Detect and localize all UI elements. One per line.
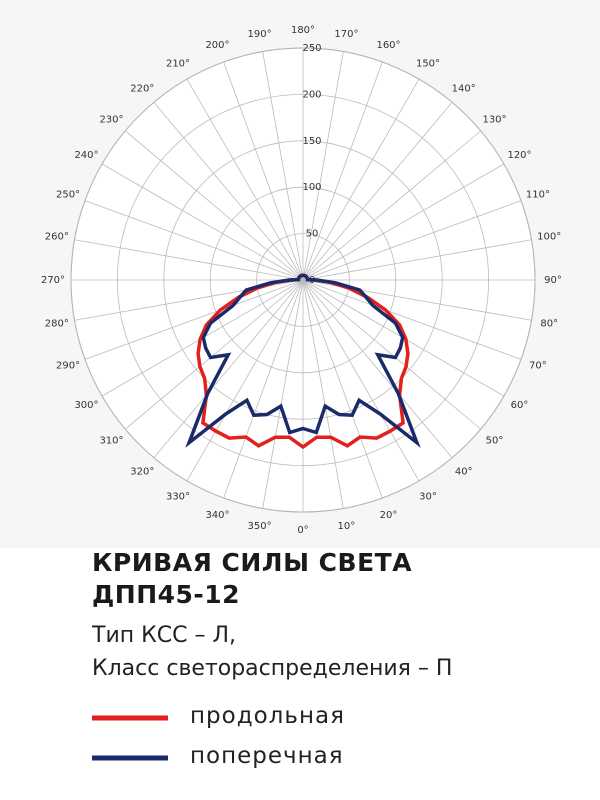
grid-spoke: [262, 51, 304, 281]
title-line: КРИВАЯ СИЛЫ СВЕТА: [92, 548, 413, 577]
grid-spoke: [84, 279, 304, 360]
r-tick-label: 150: [302, 136, 321, 147]
angle-label: 100°: [537, 232, 561, 243]
chart: 0° 10° 20° 30° 40° 50° 60° 70° 80° 90° 100° 110° 120…: [40, 25, 562, 536]
angle-label: 300°: [74, 400, 98, 411]
legend-swatches: [92, 715, 168, 761]
grid-spoke: [125, 130, 304, 281]
grid-spoke: [223, 279, 304, 499]
grid-spoke: [223, 61, 304, 281]
legend-label: продольная: [190, 703, 345, 729]
angle-label: 230°: [99, 114, 123, 125]
angle-label: 290°: [56, 361, 80, 372]
angle-label: 220°: [130, 83, 154, 94]
angle-label: 50°: [486, 436, 504, 447]
angle-label: 330°: [166, 492, 190, 503]
grid-spoke: [302, 279, 453, 458]
legend-label: поперечная: [190, 743, 344, 769]
grid-spoke: [125, 279, 304, 430]
angle-label: 200°: [205, 40, 229, 51]
angle-label: 190°: [248, 29, 272, 40]
grid-spoke: [153, 279, 304, 458]
grid-spoke: [302, 279, 522, 360]
subtitle-line: Тип КСС – Л,: [92, 623, 236, 648]
grid-spoke: [262, 279, 304, 509]
grid-spoke: [302, 279, 383, 499]
r-tick-label: 200: [302, 89, 321, 100]
grid-spoke: [74, 239, 304, 281]
angle-label: 180°: [291, 25, 315, 36]
grid-spoke: [302, 61, 383, 281]
grid-spoke: [302, 239, 532, 281]
angle-label: 30°: [419, 492, 437, 503]
angle-label: 90°: [544, 275, 562, 286]
angle-label: 250°: [56, 189, 80, 200]
angle-label: 260°: [45, 232, 69, 243]
angle-label: 70°: [529, 361, 547, 372]
angle-label: 10°: [338, 521, 356, 532]
angle-label: 210°: [166, 58, 190, 69]
grid-spoke: [302, 279, 481, 430]
grid-spoke: [186, 78, 304, 281]
angle-label: 270°: [41, 275, 65, 286]
grid-spoke: [186, 279, 304, 482]
grid-spoke: [302, 130, 481, 281]
angle-label: 280°: [45, 318, 69, 329]
angle-label: 170°: [334, 29, 358, 40]
grid-spoke: [153, 102, 304, 281]
angle-label: 150°: [416, 58, 440, 69]
grid-spoke: [302, 163, 505, 281]
angle-label: 310°: [99, 436, 123, 447]
grid-spoke: [302, 51, 344, 281]
r-tick-label: 50: [306, 229, 319, 240]
angle-label: 20°: [380, 510, 398, 521]
angle-label: 140°: [452, 83, 476, 94]
angle-label: 160°: [376, 40, 400, 51]
angle-label: 40°: [455, 467, 473, 478]
grid-spoke: [302, 102, 453, 281]
subtitle-line: Класс светораспределения – П: [92, 656, 453, 681]
angle-label: 350°: [248, 521, 272, 532]
angle-label: 80°: [540, 318, 558, 329]
grid-spoke: [84, 200, 304, 281]
angle-label: 130°: [482, 114, 506, 125]
r-tick-label: 100: [302, 182, 321, 193]
grid-spoke: [302, 200, 522, 281]
angle-label: 340°: [205, 510, 229, 521]
grid-spoke: [302, 279, 344, 509]
grid-spoke: [302, 78, 420, 281]
angle-label: 240°: [74, 150, 98, 161]
r-tick-label: 250: [302, 43, 321, 54]
angle-label: 0°: [297, 525, 308, 536]
grid-spoke: [302, 279, 420, 482]
angle-label: 110°: [526, 189, 550, 200]
series-line: [185, 273, 421, 448]
grid-spoke: [101, 163, 304, 281]
angle-label: 60°: [511, 400, 529, 411]
title-line: ДПП45-12: [92, 580, 241, 609]
angle-label: 320°: [130, 467, 154, 478]
angle-label: 120°: [507, 150, 531, 161]
